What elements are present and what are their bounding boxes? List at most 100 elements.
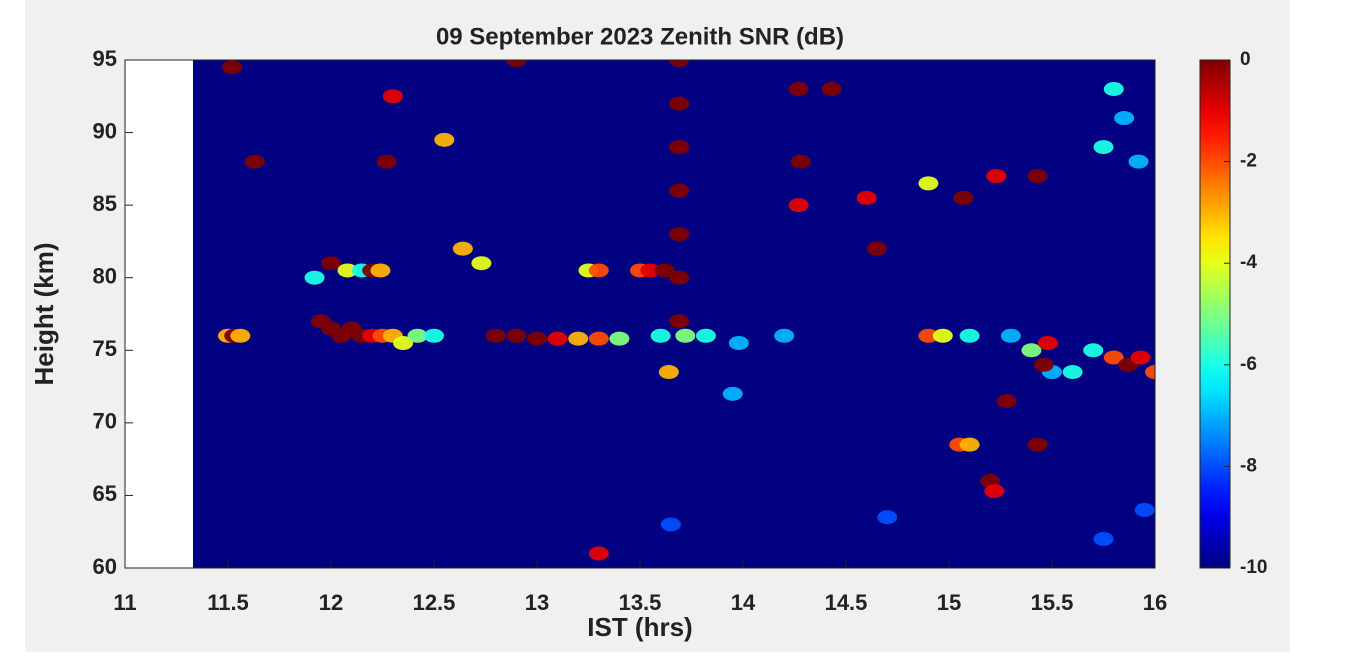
snr-cell xyxy=(337,263,358,278)
snr-cell xyxy=(609,331,630,346)
snr-cell xyxy=(669,270,690,285)
heatmap xyxy=(192,60,1155,568)
snr-cell xyxy=(660,517,681,532)
snr-cell xyxy=(1134,502,1155,517)
snr-cell xyxy=(1093,531,1114,546)
snr-cell xyxy=(424,328,444,343)
snr-cell xyxy=(669,140,690,155)
snr-cell xyxy=(640,263,661,278)
y-tick-label: 70 xyxy=(93,409,117,434)
y-tick-label: 60 xyxy=(93,554,117,579)
snr-cell xyxy=(728,336,749,351)
snr-cell xyxy=(222,60,243,75)
snr-cell xyxy=(434,132,455,147)
colorbar-tick-label: -6 xyxy=(1240,354,1257,375)
snr-cell xyxy=(1027,169,1048,184)
snr-cell xyxy=(1033,357,1054,372)
snr-cell xyxy=(1103,350,1124,365)
x-tick-label: 12 xyxy=(319,590,343,615)
x-axis-label: IST (hrs) xyxy=(587,612,692,642)
snr-cell xyxy=(370,263,391,278)
snr-cell xyxy=(650,328,671,343)
snr-cell xyxy=(669,60,690,67)
snr-cell xyxy=(1145,365,1155,380)
chart-title: 09 September 2023 Zenith SNR (dB) xyxy=(436,23,844,50)
snr-cell xyxy=(376,154,397,169)
snr-cell xyxy=(669,227,690,242)
snr-cell xyxy=(774,328,795,343)
snr-cell xyxy=(675,328,696,343)
snr-cell xyxy=(382,89,403,104)
snr-cell xyxy=(1021,343,1042,358)
snr-cell xyxy=(996,394,1017,409)
snr-cell xyxy=(1093,140,1114,155)
snr-cell xyxy=(932,328,953,343)
snr-cell xyxy=(393,336,414,351)
snr-cell xyxy=(407,328,428,343)
snr-cell xyxy=(654,263,675,278)
snr-cell xyxy=(506,328,527,343)
snr-cell xyxy=(669,96,690,111)
colorbar-tick-label: 0 xyxy=(1240,49,1251,70)
snr-cell xyxy=(1027,437,1048,452)
snr-cell xyxy=(695,328,716,343)
snr-cell xyxy=(547,331,568,346)
x-tick-label: 13.5 xyxy=(619,590,662,615)
snr-cell xyxy=(953,190,974,205)
snr-cell xyxy=(986,169,1007,184)
snr-cell xyxy=(485,328,506,343)
x-tick-label: 14 xyxy=(731,590,756,615)
snr-cell xyxy=(1128,154,1149,169)
snr-cell xyxy=(1062,365,1083,380)
snr-cell xyxy=(821,82,842,97)
snr-cell xyxy=(1114,111,1135,126)
y-tick-label: 80 xyxy=(93,264,117,289)
snr-cell xyxy=(1130,350,1151,365)
snr-cell xyxy=(321,256,341,271)
snr-cell xyxy=(527,331,547,346)
snr-cell xyxy=(856,190,877,205)
snr-cell xyxy=(471,256,492,271)
snr-cell xyxy=(918,328,939,343)
snr-cell xyxy=(658,365,679,380)
y-tick-label: 65 xyxy=(93,481,117,506)
snr-cell xyxy=(588,263,609,278)
x-tick-label: 12.5 xyxy=(413,590,456,615)
y-axis-label: Height (km) xyxy=(29,243,59,386)
snr-cell xyxy=(506,60,527,67)
y-tick-label: 90 xyxy=(93,118,117,143)
x-tick-label: 15.5 xyxy=(1031,590,1074,615)
x-tick-label: 16 xyxy=(1143,590,1167,615)
snr-cell xyxy=(669,183,690,198)
snr-cell xyxy=(788,198,809,213)
x-tick-label: 14.5 xyxy=(825,590,868,615)
snr-cell xyxy=(568,331,589,346)
snr-cell xyxy=(1037,336,1058,351)
snr-cell xyxy=(304,270,325,285)
heatmap-background xyxy=(192,60,1155,568)
snr-cell xyxy=(669,314,690,329)
snr-cell xyxy=(918,176,939,191)
x-tick-label: 11.5 xyxy=(207,590,249,615)
snr-cell xyxy=(959,328,980,343)
y-tick-label: 95 xyxy=(93,46,117,71)
snr-cell xyxy=(588,546,609,561)
snr-cell xyxy=(959,437,980,452)
colorbar-tick-label: -8 xyxy=(1240,455,1257,476)
snr-cell xyxy=(788,82,809,97)
colorbar-tick-label: -2 xyxy=(1240,151,1257,172)
snr-cell xyxy=(244,154,265,169)
x-tick-label: 13 xyxy=(525,590,549,615)
snr-cell xyxy=(877,510,898,525)
snr-cell xyxy=(1000,328,1021,343)
snr-cell xyxy=(1083,343,1104,358)
snr-cell xyxy=(866,241,887,256)
snr-cell xyxy=(1103,82,1124,97)
y-tick-label: 75 xyxy=(93,336,117,361)
snr-cell xyxy=(984,484,1005,499)
snr-cell xyxy=(588,331,609,346)
snr-cell xyxy=(452,241,473,256)
colorbar-tick-label: -4 xyxy=(1240,252,1257,273)
snr-cell xyxy=(722,386,743,401)
